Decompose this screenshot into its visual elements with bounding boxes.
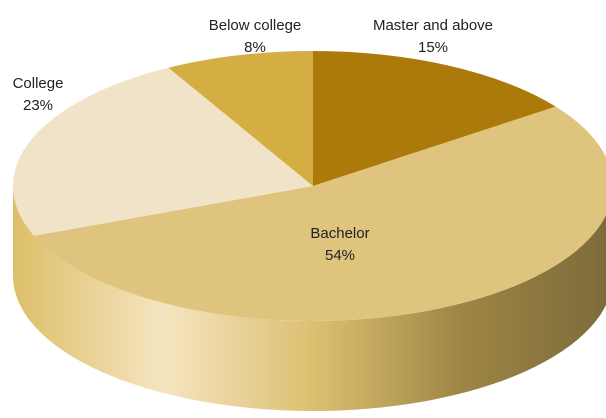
slice-college [13,67,314,236]
slice-label-below-college: Below college [209,17,302,34]
slice-bachelor [34,106,606,321]
slice-value-below-college: 8% [244,39,266,56]
pie-labels: Master and above 15% Bachelor 54% College 23%… [13,17,493,264]
slice-label-college: College [13,75,64,92]
slice-value-bachelor: 54% [325,247,355,264]
slice-label-bachelor: Bachelor [310,225,369,242]
pie-slices [13,51,606,321]
slice-value-master-and-above: 15% [418,39,448,56]
pie-side-wall [13,186,606,411]
slice-value-college: 23% [23,97,53,114]
slice-below-college [168,51,313,186]
slice-master-and-above [313,51,556,186]
slice-label-master-and-above: Master and above [373,17,493,34]
